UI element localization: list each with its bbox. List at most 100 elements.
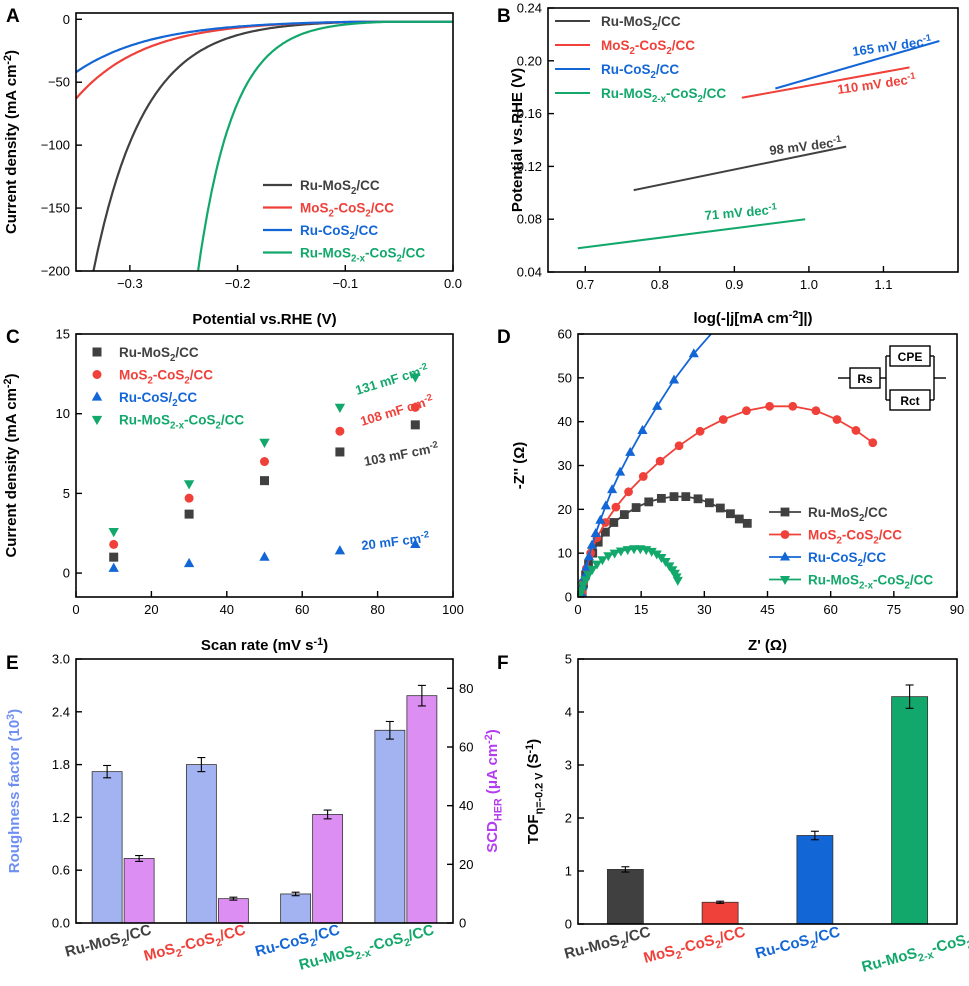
text-span: 20 mF cm <box>361 531 422 553</box>
x-tick-label: 20 <box>144 602 158 617</box>
legend-marker <box>779 551 791 561</box>
legend-label-ru-cos2-cc: Ru-CoS2/CC <box>601 62 679 81</box>
data-point <box>410 373 421 383</box>
text-span: 2 <box>675 949 684 962</box>
text-span: Ru-MoS <box>601 86 652 101</box>
panel-letter-a: A <box>6 6 20 27</box>
legend-marker <box>92 347 102 357</box>
text-span: 2-x <box>354 947 372 963</box>
text-span: 2 <box>214 936 223 949</box>
text-span: /CC <box>910 573 934 588</box>
text-span: -CoS <box>842 528 874 543</box>
curve-ru-mos2-x-cos2-cc <box>196 20 453 271</box>
x-tick-label: 0.9 <box>725 277 743 292</box>
text-span: 2 <box>619 938 628 951</box>
nyquist-data <box>578 334 878 597</box>
text-span: Ru-CoS <box>754 932 812 963</box>
y-tick-label: 30 <box>558 458 572 473</box>
text-span: MoS <box>642 942 677 967</box>
text-span: 2 <box>837 536 842 547</box>
y-tick-label: 0.0 <box>52 916 70 931</box>
text-span: 2-x <box>859 581 874 592</box>
legend-marker <box>779 575 791 585</box>
data-point <box>832 415 842 424</box>
y-tick-label: 5 <box>63 486 70 501</box>
data-point <box>868 438 878 448</box>
y-axis-label-left: Roughness factor (103) <box>5 709 23 873</box>
text-span: -1 <box>313 636 323 648</box>
text-span: 2 <box>397 254 402 265</box>
text-span: 2-x <box>351 254 366 265</box>
tafel-line-ru-mos2-cc <box>633 145 847 192</box>
text-span: 110 mV dec <box>836 72 908 97</box>
category-label-ru-mos2-cc: Ru-MoS2/CC <box>563 923 654 966</box>
x-tick-label: 45 <box>760 602 774 617</box>
data-point <box>609 518 619 527</box>
text-span: /CC <box>371 201 395 216</box>
category-label-ru-mos2-cc: Ru-MoS2/CC <box>63 921 154 964</box>
data-point <box>672 576 683 586</box>
legend-label-mos2-cos2-cc: MoS2-CoS2/CC <box>119 368 213 387</box>
y-tick-label: 1.2 <box>52 810 70 825</box>
text-span: /CC <box>402 246 426 261</box>
text-span: /CC <box>175 345 199 360</box>
text-span: (μA cm <box>484 744 501 798</box>
data-point <box>765 401 775 411</box>
text-span: CC <box>178 390 198 405</box>
data-point <box>109 552 119 562</box>
text-span: Ru-MoS <box>601 14 652 29</box>
text-span: SCD <box>484 821 501 853</box>
tafel-line-mos2-cos2-cc <box>741 66 910 99</box>
text-span: 2 <box>905 581 910 592</box>
data-point <box>410 538 421 548</box>
text-span: Ru-MoS <box>63 930 122 961</box>
y-tick-label: 2 <box>565 811 572 826</box>
text-span: 2 <box>351 186 356 197</box>
y-tick-label: 0.16 <box>517 106 542 121</box>
data-point <box>593 537 603 547</box>
y-tick-label: 0.24 <box>517 1 542 16</box>
data-point <box>600 500 611 510</box>
x-tick-label: −0.2 <box>225 276 251 291</box>
bars-scd-her <box>123 684 438 924</box>
text-span: TOF <box>525 814 542 844</box>
data-point <box>742 406 751 416</box>
legend-c: Ru-MoS2/CCMoS2-CoS2/CCRu-CoS/2CCRu-MoS2-… <box>91 345 244 432</box>
text-span: -CoS <box>873 573 905 588</box>
data-point <box>109 539 119 549</box>
text-span: /CC <box>218 921 248 944</box>
bar <box>280 893 312 924</box>
y-tick-label: 0 <box>63 566 70 581</box>
text-span: 2 <box>216 421 221 432</box>
bar <box>796 835 834 925</box>
points-ru-mos2-x-cos2-cc <box>108 373 421 538</box>
x-tick-label: 75 <box>887 602 901 617</box>
y-tick-label: 10 <box>56 406 70 421</box>
text-span: ) <box>6 709 23 714</box>
legend-label-ru-mos2-x-cos2-cc: Ru-MoS2-x-CoS2/CC <box>808 573 933 592</box>
text-span: 131 mF cm <box>353 364 422 398</box>
x-tick-label: −0.3 <box>117 276 143 291</box>
text-span: 2 <box>403 936 412 949</box>
x-tick-label: 60 <box>295 602 309 617</box>
text-span: /CC <box>355 223 379 238</box>
x-tick-label: 0.7 <box>576 277 594 292</box>
data-point <box>600 527 610 537</box>
y-axis-label: Current density (mA cm-2) <box>2 373 20 557</box>
text-span: -2 <box>422 391 433 404</box>
y-tick-label: 0.12 <box>517 159 542 174</box>
text-span: 71 mV dec <box>704 202 769 223</box>
bar <box>312 814 344 924</box>
text-span: Ru-CoS <box>601 62 651 77</box>
text-span: MoS <box>142 940 177 965</box>
y-axis-label-right: SCDHER (μA cm-2) <box>483 729 505 853</box>
data-point <box>656 493 666 503</box>
x-tick-label: 1.0 <box>800 277 818 292</box>
y-tick-label: 0 <box>63 12 70 27</box>
tafel-line-ru-cos2-cc <box>775 40 940 90</box>
text-span: Ru-MoS <box>119 345 170 360</box>
data-point <box>609 549 620 559</box>
data-point <box>607 484 618 494</box>
text-span: HER <box>493 798 505 821</box>
